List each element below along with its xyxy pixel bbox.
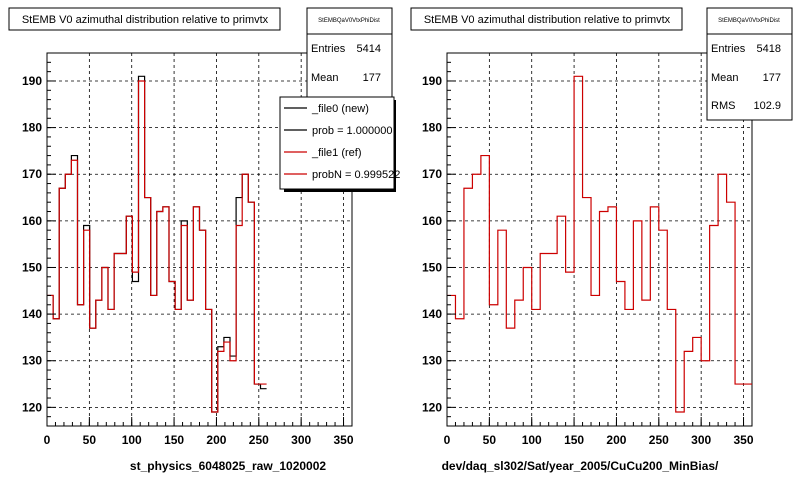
right-stats-box: StEMBQaV0VtxPhiDist Entries 5418 Mean 17…	[706, 7, 793, 121]
left-stats-entries-value: 5414	[357, 43, 381, 55]
left-y-ticks: 120 130 140 150 160 170 180 190	[22, 52, 56, 427]
left-stats-box: StEMBQaV0VtxPhiDist Entries 5414 Mean 17…	[306, 7, 393, 109]
y-tick-label: 160	[422, 214, 442, 228]
y-tick-label: 180	[22, 121, 42, 135]
y-tick-label: 170	[422, 167, 442, 181]
x-tick-label: 300	[691, 433, 711, 447]
right-stats-entries-label: Entries	[711, 43, 746, 55]
x-tick-label: 250	[249, 433, 269, 447]
legend: _file0 (new) prob = 1.000000 _file1 (ref) p…	[279, 96, 400, 192]
legend-entry-label: _file1 (ref)	[311, 147, 362, 159]
x-tick-label: 100	[122, 433, 142, 447]
left-x-axis-label: st_physics_6048025_raw_1020002	[130, 459, 326, 473]
histogram-series-1	[47, 80, 267, 413]
right-histograms	[447, 75, 752, 413]
x-tick-label: 200	[206, 433, 226, 447]
x-tick-label: 150	[564, 433, 584, 447]
x-tick-label: 350	[734, 433, 754, 447]
right-title-box	[410, 7, 683, 31]
left-stats-title: StEMBQaV0VtxPhiDist	[318, 18, 380, 24]
x-tick-label: 50	[83, 433, 97, 447]
left-chart-title: StEMB V0 azimuthal distribution relative…	[22, 14, 269, 26]
x-tick-label: 100	[522, 433, 542, 447]
histogram-series-0	[447, 75, 752, 413]
right-stats-title: StEMBQaV0VtxPhiDist	[718, 18, 780, 24]
left-stats-mean-value: 177	[363, 72, 381, 84]
y-tick-label: 170	[22, 167, 42, 181]
left-panel: 0 50 100 150 200 250 300 350 120 130 140 150 160 170…	[8, 7, 401, 473]
right-stats-mean-value: 177	[763, 72, 781, 84]
left-title-box	[8, 7, 281, 31]
left-histograms	[47, 75, 267, 413]
right-stats-rms-value: 102.9	[753, 100, 781, 112]
legend-entry-label: prob = 1.000000	[312, 125, 392, 137]
right-x-ticks: 0 50 100 150 200 250 300 350	[444, 417, 754, 447]
right-x-axis-label: dev/daq_sl302/Sat/year_2005/CuCu200_MinB…	[442, 459, 719, 473]
left-stats-entries-label: Entries	[311, 43, 346, 55]
y-tick-label: 190	[422, 74, 442, 88]
y-tick-label: 130	[22, 354, 42, 368]
y-tick-label: 150	[422, 260, 442, 274]
x-tick-label: 0	[444, 433, 451, 447]
y-tick-label: 180	[422, 121, 442, 135]
right-stats-entries-value: 5418	[757, 43, 781, 55]
y-tick-label: 120	[422, 400, 442, 414]
y-tick-label: 140	[22, 307, 42, 321]
right-stats-mean-label: Mean	[711, 72, 739, 84]
x-tick-label: 350	[334, 433, 354, 447]
x-tick-label: 300	[291, 433, 311, 447]
legend-entry-label: _file0 (new)	[311, 103, 369, 115]
left-x-ticks: 0 50 100 150 200 250 300 350	[44, 417, 354, 447]
x-tick-label: 250	[649, 433, 669, 447]
right-stats-rms-label: RMS	[711, 100, 735, 112]
x-tick-label: 150	[164, 433, 184, 447]
x-tick-label: 50	[483, 433, 497, 447]
legend-entry-label: probN = 0.999522	[312, 169, 400, 181]
y-tick-label: 160	[22, 214, 42, 228]
right-chart-title: StEMB V0 azimuthal distribution relative…	[424, 14, 671, 26]
y-tick-label: 140	[422, 307, 442, 321]
right-panel: 0 50 100 150 200 250 300 350 120 130 140 150 160 170…	[410, 7, 793, 473]
right-y-ticks: 120 130 140 150 160 170 180 190	[422, 52, 456, 427]
y-tick-label: 150	[22, 260, 42, 274]
y-tick-label: 190	[22, 74, 42, 88]
left-grid	[46, 53, 352, 426]
y-tick-label: 130	[422, 354, 442, 368]
left-stats-mean-label: Mean	[311, 72, 339, 84]
y-tick-label: 120	[22, 400, 42, 414]
x-tick-label: 0	[44, 433, 51, 447]
x-tick-label: 200	[606, 433, 626, 447]
